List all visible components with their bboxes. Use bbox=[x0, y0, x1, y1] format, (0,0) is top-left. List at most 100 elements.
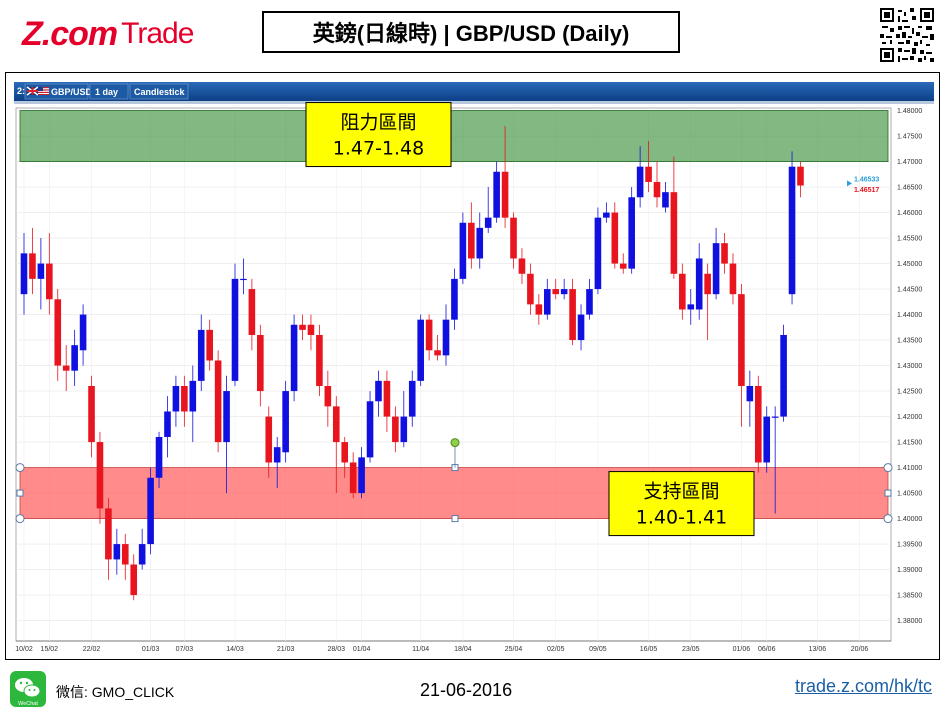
x-tick-label: 28/03 bbox=[328, 646, 346, 653]
candle-body-up bbox=[628, 197, 635, 269]
candle-body-down bbox=[62, 365, 70, 371]
y-tick-label: 1.38000 bbox=[897, 618, 922, 625]
x-tick-label: 01/03 bbox=[142, 646, 160, 653]
y-tick-label: 1.44500 bbox=[897, 287, 922, 294]
candle-body-down bbox=[518, 258, 526, 274]
qr-code-icon bbox=[880, 8, 934, 62]
candle-body-up bbox=[636, 166, 644, 198]
price-label: 1.46533 bbox=[854, 176, 879, 183]
candle-body-up bbox=[37, 263, 45, 279]
y-tick-label: 1.41000 bbox=[897, 465, 922, 472]
x-tick-label: 25/04 bbox=[505, 646, 523, 653]
last-price-pointer bbox=[847, 180, 852, 187]
candle-body-down bbox=[729, 263, 737, 295]
y-tick-label: 1.39000 bbox=[897, 567, 922, 574]
candle-body-up bbox=[79, 314, 87, 351]
candle-body-down bbox=[754, 385, 762, 463]
price-label: 1.46517 bbox=[854, 187, 879, 194]
x-tick-label: 02/05 bbox=[547, 646, 565, 653]
candle-body-down bbox=[670, 192, 678, 274]
candle-body-down bbox=[383, 380, 391, 417]
candle-body-up bbox=[763, 416, 771, 463]
y-tick-label: 1.43500 bbox=[897, 338, 922, 345]
candle-body-down bbox=[349, 462, 357, 494]
website-link[interactable]: trade.z.com/hk/tc bbox=[795, 676, 933, 696]
candle-body-up bbox=[197, 329, 205, 381]
candle-body-up bbox=[603, 212, 610, 218]
candle-body-down bbox=[46, 263, 53, 300]
y-tick-label: 1.44000 bbox=[897, 312, 922, 319]
candle-body-down bbox=[535, 304, 543, 315]
candle-body-up bbox=[476, 227, 484, 259]
candle-body-up bbox=[400, 416, 408, 443]
y-tick-label: 1.42500 bbox=[897, 389, 922, 396]
candle-body-up bbox=[408, 380, 416, 417]
candle-body-down bbox=[425, 319, 433, 351]
candle-body-down bbox=[527, 273, 534, 305]
y-tick-label: 1.46500 bbox=[897, 185, 922, 192]
chart-toolbar bbox=[14, 82, 934, 101]
candle-body-up bbox=[662, 192, 669, 208]
candle-body-up bbox=[695, 258, 703, 310]
timeframe-label: 1 day bbox=[95, 87, 118, 97]
plot-area bbox=[15, 107, 892, 642]
candle-body-up bbox=[746, 385, 754, 402]
candle-body-up bbox=[223, 391, 230, 443]
candle-body-down bbox=[569, 289, 576, 341]
y-tick-label: 1.46000 bbox=[897, 210, 922, 217]
candle-body-down bbox=[29, 253, 36, 279]
candle-body-up bbox=[20, 253, 28, 295]
y-tick-label: 1.47000 bbox=[897, 159, 922, 166]
candle-body-down bbox=[299, 324, 306, 330]
candle-body-up bbox=[172, 385, 180, 412]
candle-body-down bbox=[96, 442, 104, 509]
candle-body-up bbox=[138, 544, 146, 565]
candle-body-up bbox=[586, 289, 593, 315]
uk-flag-icon bbox=[26, 86, 39, 96]
report-date: 21-06-2016 bbox=[420, 680, 513, 700]
timeframe-button[interactable]: 1 day bbox=[89, 83, 129, 100]
candle-body-down bbox=[510, 217, 517, 259]
candlestick-chart: 2: GBP/USD 1 day bbox=[6, 73, 939, 659]
x-tick-label: 10/02 bbox=[15, 646, 33, 653]
candle-body-down bbox=[738, 294, 745, 386]
x-tick-label: 23/05 bbox=[682, 646, 700, 653]
x-tick-label: 06/06 bbox=[758, 646, 776, 653]
x-tick-label: 14/03 bbox=[226, 646, 244, 653]
candle-body-up bbox=[282, 391, 289, 453]
candle-body-up bbox=[113, 544, 121, 560]
candle-body-down bbox=[88, 385, 95, 443]
y-tick-label: 1.42000 bbox=[897, 414, 922, 421]
chart-frame: 2: GBP/USD 1 day bbox=[5, 72, 940, 660]
zone-resize-handle bbox=[15, 463, 25, 473]
symbol-button[interactable]: GBP/USD bbox=[24, 83, 93, 100]
candle-body-down bbox=[105, 508, 112, 560]
x-tick-label: 01/06 bbox=[733, 646, 751, 653]
support-label-title: 支持區間 bbox=[643, 481, 719, 503]
candle-body-down bbox=[704, 273, 711, 295]
candle-body-down bbox=[468, 222, 475, 259]
candle-body-up bbox=[231, 278, 239, 381]
candle-body-up bbox=[712, 243, 720, 295]
candle-body-down bbox=[653, 181, 661, 198]
zone-resize-handle bbox=[15, 514, 25, 524]
y-tick-label: 1.47500 bbox=[897, 134, 922, 141]
candle-body-down bbox=[611, 212, 619, 264]
logo-main-text: Z.com bbox=[22, 14, 118, 53]
candle-body-down bbox=[130, 564, 138, 596]
candle-body-up bbox=[71, 345, 78, 371]
x-tick-label: 11/04 bbox=[412, 646, 429, 653]
resistance-label-range: 1.47-1.48 bbox=[333, 138, 424, 160]
candle-body-up bbox=[493, 171, 500, 218]
chart-type-label: Candlestick bbox=[134, 87, 186, 97]
candle-body-down bbox=[206, 329, 213, 361]
candle-body-down bbox=[501, 171, 509, 218]
page-title: 英鎊(日線時) | GBP/USD (Daily) bbox=[262, 11, 680, 53]
candle-body-down bbox=[332, 406, 340, 443]
candle-body-up bbox=[771, 416, 779, 418]
candle-body-up bbox=[788, 166, 796, 295]
chart-type-button[interactable]: Candlestick bbox=[129, 83, 189, 100]
candle-body-up bbox=[459, 222, 467, 279]
candle-body-up bbox=[240, 278, 247, 281]
symbol-label: GBP/USD bbox=[51, 87, 93, 97]
